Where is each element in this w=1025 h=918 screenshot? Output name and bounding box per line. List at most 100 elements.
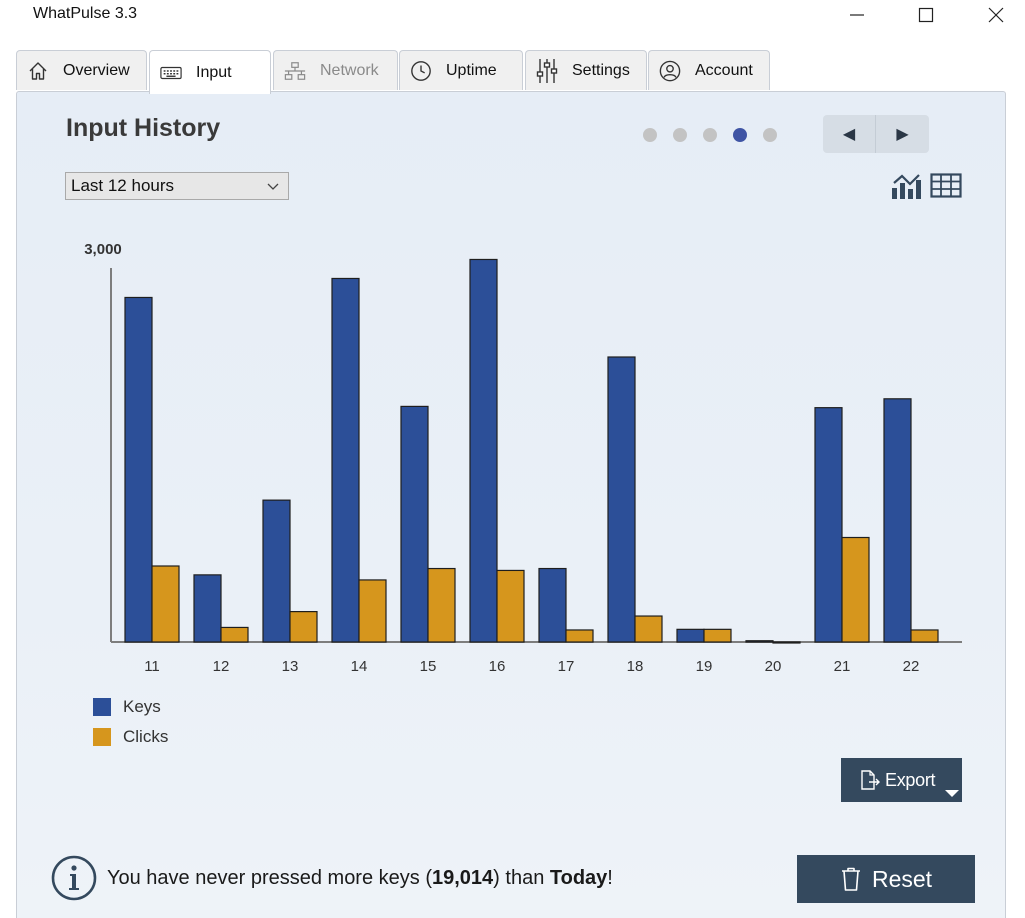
chevron-down-icon xyxy=(267,183,279,190)
bar-clicks-15 xyxy=(427,567,456,643)
previous-page-button[interactable]: ◀ xyxy=(823,115,876,153)
bar-keys-15 xyxy=(400,405,429,643)
legend-swatch-keys xyxy=(93,698,111,716)
tab-label: Uptime xyxy=(446,61,497,79)
tab-account[interactable]: Account xyxy=(648,50,770,90)
message-middle: ) than xyxy=(493,866,550,889)
page-dot-3[interactable] xyxy=(703,128,717,142)
tab-label: Account xyxy=(695,61,753,79)
x-tick-label-18: 18 xyxy=(627,658,644,675)
maximize-button[interactable] xyxy=(903,0,949,30)
bar-keys-14 xyxy=(331,277,360,643)
x-tick-label-17: 17 xyxy=(558,658,575,675)
input-history-panel: Input History ◀ ▶ Last 12 hours 3,000 11 1… xyxy=(16,91,1006,918)
bar-clicks-22 xyxy=(910,629,939,643)
page-title: Input History xyxy=(66,114,221,142)
legend-label-clicks: Clicks xyxy=(123,727,169,746)
close-button[interactable] xyxy=(973,0,1019,30)
x-tick-label-22: 22 xyxy=(903,658,920,675)
trash-icon xyxy=(841,867,860,891)
reset-label: Reset xyxy=(871,865,933,892)
bar-clicks-14 xyxy=(358,579,387,643)
bar-keys-18 xyxy=(607,356,636,643)
bar-clicks-13 xyxy=(289,611,318,643)
x-tick-label-15: 15 xyxy=(420,658,437,675)
page-navigation: ◀ ▶ xyxy=(823,115,929,153)
chart-view-icon xyxy=(892,174,921,199)
export-file-icon xyxy=(861,770,880,790)
tab-uptime[interactable]: Uptime xyxy=(399,50,523,90)
bar-keys-12 xyxy=(193,574,222,643)
page-dot-5[interactable] xyxy=(763,128,777,142)
chart-view-button[interactable] xyxy=(891,171,923,201)
tab-network[interactable]: Network xyxy=(273,50,398,90)
record-message-text: You have never pressed more keys (19,014… xyxy=(107,867,613,890)
record-message: You have never pressed more keys (19,014… xyxy=(51,854,613,902)
bar-keys-20 xyxy=(745,640,774,643)
bar-keys-17 xyxy=(538,567,567,643)
tab-label: Overview xyxy=(63,61,130,79)
bar-clicks-12 xyxy=(220,626,249,643)
key-count: 19,014 xyxy=(432,866,494,889)
table-view-icon xyxy=(930,173,962,198)
tab-settings[interactable]: Settings xyxy=(525,50,647,90)
keyboard-icon xyxy=(160,62,182,84)
time-range-value: Last 12 hours xyxy=(71,176,175,195)
page-dot-4[interactable] xyxy=(733,128,747,142)
x-tick-label-19: 19 xyxy=(696,658,713,675)
legend-item-keys: Keys xyxy=(93,696,161,718)
x-tick-label-13: 13 xyxy=(282,658,299,675)
bar-clicks-11 xyxy=(151,565,180,643)
info-icon xyxy=(51,855,97,901)
x-tick-label-11: 11 xyxy=(144,658,160,675)
x-tick-label-21: 21 xyxy=(834,658,851,675)
page-dot-1[interactable] xyxy=(643,128,657,142)
x-tick-label-12: 12 xyxy=(213,658,230,675)
legend-label-keys: Keys xyxy=(123,697,161,716)
time-range-select[interactable]: Last 12 hours xyxy=(65,172,289,200)
input-history-chart: 3,000 11 12 13 14 15 16 17 18 19 20 21 22 xyxy=(84,241,962,675)
export-dropdown-arrow-icon[interactable] xyxy=(945,790,959,797)
record-day: Today xyxy=(549,866,608,889)
tab-label: Settings xyxy=(572,61,630,79)
tab-label: Input xyxy=(196,63,232,81)
minimize-button[interactable] xyxy=(834,0,880,30)
page-dot-2[interactable] xyxy=(673,128,687,142)
message-prefix: You have never pressed more keys ( xyxy=(107,866,432,889)
clock-icon xyxy=(410,60,432,82)
bar-clicks-17 xyxy=(565,629,594,643)
bar-clicks-16 xyxy=(496,569,525,643)
tab-input[interactable]: Input xyxy=(149,50,271,94)
export-button[interactable]: Export xyxy=(841,758,962,802)
bar-clicks-20 xyxy=(772,641,801,644)
minimize-icon xyxy=(850,14,864,16)
y-axis-top-label: 3,000 xyxy=(84,241,122,258)
title-bar: WhatPulse 3.3 xyxy=(0,0,1025,34)
x-tick-label-20: 20 xyxy=(765,658,782,675)
bar-clicks-19 xyxy=(703,628,732,643)
bar-keys-11 xyxy=(124,296,153,643)
bar-keys-16 xyxy=(469,258,498,643)
close-icon xyxy=(988,7,1004,23)
home-icon xyxy=(27,60,49,82)
x-tick-label-16: 16 xyxy=(489,658,506,675)
tab-label: Network xyxy=(320,61,379,79)
app-title: WhatPulse 3.3 xyxy=(33,5,138,22)
bar-clicks-18 xyxy=(634,615,663,643)
maximize-icon xyxy=(918,7,934,23)
reset-button[interactable]: Reset xyxy=(797,855,975,903)
export-label: Export xyxy=(885,769,936,790)
x-tick-label-14: 14 xyxy=(351,658,368,675)
message-suffix: ! xyxy=(607,866,613,889)
legend-swatch-clicks xyxy=(93,728,111,746)
table-view-button[interactable] xyxy=(930,172,962,202)
network-icon xyxy=(284,60,306,82)
bar-keys-13 xyxy=(262,499,291,643)
tab-overview[interactable]: Overview xyxy=(16,50,147,90)
bar-keys-19 xyxy=(676,628,705,643)
sliders-icon xyxy=(536,58,558,83)
user-circle-icon xyxy=(659,60,681,82)
next-page-button[interactable]: ▶ xyxy=(896,126,909,143)
bar-keys-22 xyxy=(883,398,912,643)
bar-clicks-21 xyxy=(841,536,870,643)
